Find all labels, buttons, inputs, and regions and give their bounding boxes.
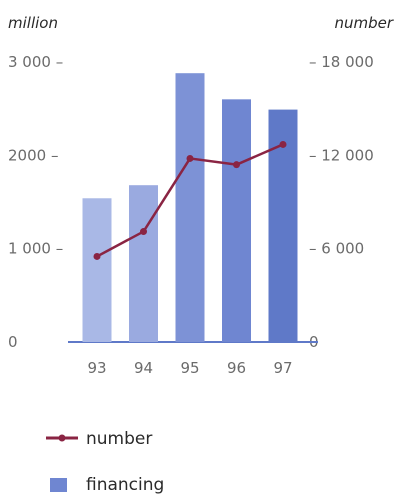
bars-layer xyxy=(82,73,298,342)
legend-line-marker xyxy=(58,434,66,442)
legend: number financing xyxy=(46,429,164,495)
x-tick-label: 95 xyxy=(180,359,199,377)
bar-96 xyxy=(222,99,251,342)
point-number-97 xyxy=(279,140,287,148)
left-axis-title: million xyxy=(8,14,58,32)
bar-94 xyxy=(129,185,158,342)
left-tick-label: 0 xyxy=(8,333,18,351)
right-tick-label: – 12 000 xyxy=(309,146,374,164)
point-number-96 xyxy=(233,161,240,169)
point-number-93 xyxy=(93,252,101,260)
legend-label-financing: financing xyxy=(86,475,164,495)
left-tick-label: 2000 – xyxy=(8,146,58,164)
legend-bar-swatch xyxy=(50,478,67,492)
right-tick-label: – 6 000 xyxy=(309,240,364,258)
left-tick-label: 1 000 – xyxy=(8,240,63,258)
bar-93 xyxy=(82,198,112,342)
x-tick-label: 94 xyxy=(134,359,153,377)
x-tick-label: 97 xyxy=(273,359,292,377)
left-tick-label: 3 000 – xyxy=(8,53,63,71)
right-axis-title: number xyxy=(334,14,393,32)
bar-95 xyxy=(175,73,205,342)
right-tick-label: – 18 000 xyxy=(309,53,374,71)
legend-label-number: number xyxy=(86,429,152,449)
point-number-95 xyxy=(186,154,194,162)
x-tick-label: 93 xyxy=(87,359,106,377)
line-layer xyxy=(93,140,287,260)
point-number-94 xyxy=(140,228,147,236)
x-tick-label: 96 xyxy=(227,359,246,377)
